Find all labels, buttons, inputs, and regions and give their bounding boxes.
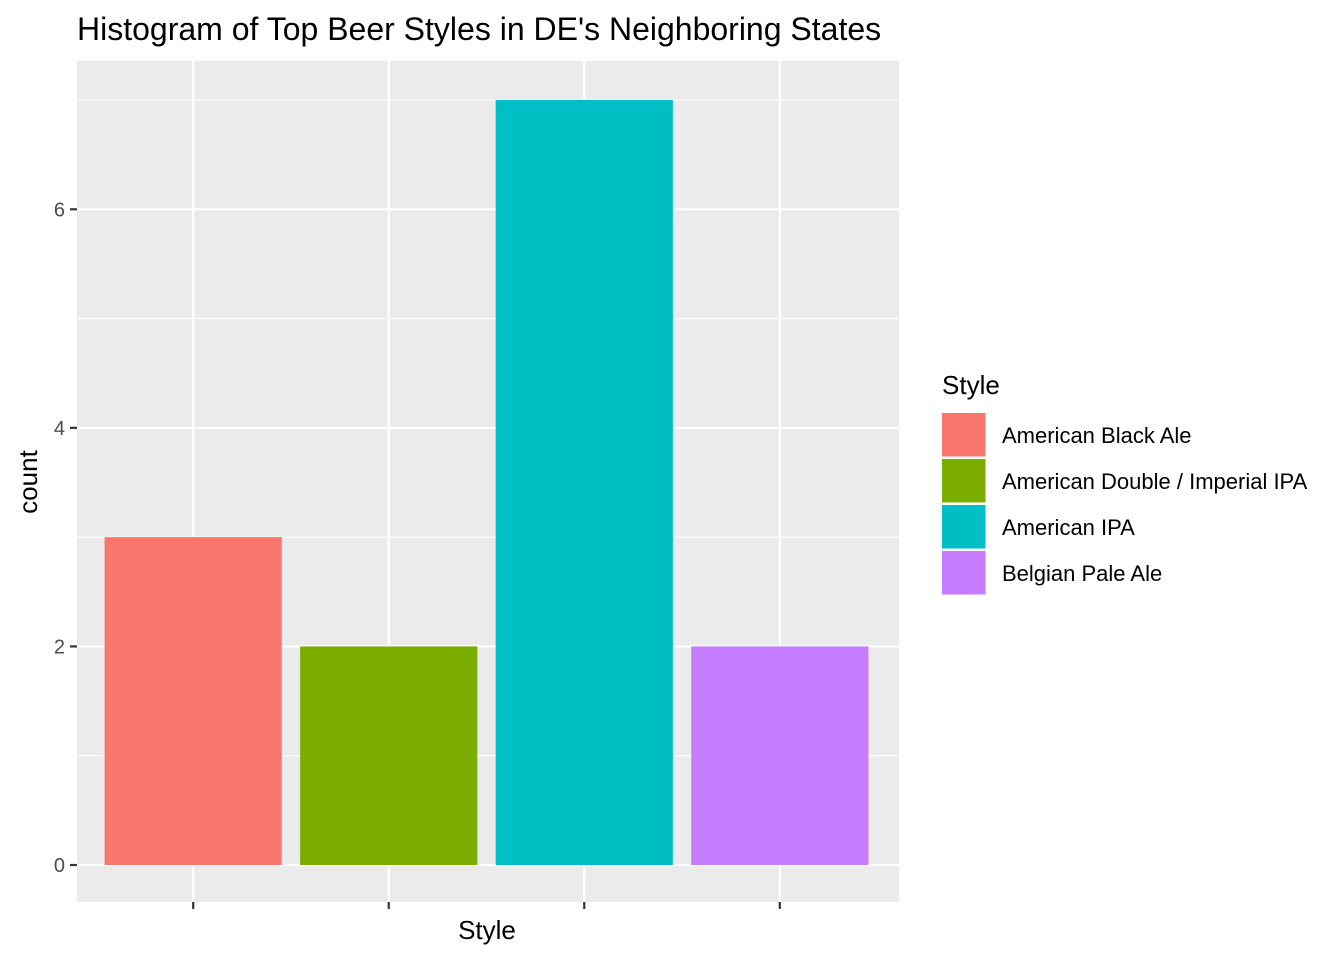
legend: Style American Black Ale American Double … [942, 370, 1308, 595]
y-axis-ticks: 0 2 4 6 [54, 199, 781, 909]
chart-title: Histogram of Top Beer Styles in DE's Nei… [77, 11, 881, 47]
legend-key [942, 505, 986, 549]
bar [691, 646, 869, 865]
legend-key [942, 459, 986, 503]
bars [104, 100, 869, 865]
bar [495, 100, 673, 865]
y-tick-label: 2 [54, 636, 65, 658]
y-tick-label: 0 [54, 855, 65, 877]
x-axis-title: Style [458, 915, 516, 945]
legend-label: American Double / Imperial IPA [1002, 469, 1308, 494]
y-tick-label: 4 [54, 418, 65, 440]
bar [300, 646, 478, 865]
legend-key [942, 551, 986, 595]
legend-key [942, 413, 986, 457]
bar [104, 537, 282, 865]
legend-title: Style [942, 370, 1000, 400]
legend-label: American IPA [1002, 515, 1135, 540]
legend-items: American Black Ale American Double / Impe… [942, 413, 1308, 595]
y-axis-title: count [13, 449, 43, 513]
legend-label: Belgian Pale Ale [1002, 561, 1162, 586]
y-tick-label: 6 [54, 199, 65, 221]
legend-label: American Black Ale [1002, 423, 1192, 448]
